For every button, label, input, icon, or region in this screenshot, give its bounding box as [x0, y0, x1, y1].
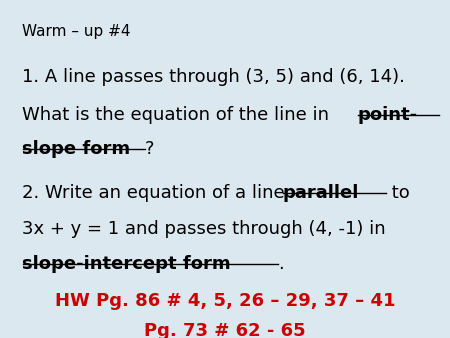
Text: HW Pg. 86 # 4, 5, 26 – 29, 37 – 41: HW Pg. 86 # 4, 5, 26 – 29, 37 – 41	[55, 292, 395, 310]
Text: parallel: parallel	[283, 184, 359, 202]
Text: 2. Write an equation of a line: 2. Write an equation of a line	[22, 184, 291, 202]
Text: Pg. 73 # 62 - 65: Pg. 73 # 62 - 65	[144, 322, 306, 338]
Text: .: .	[278, 255, 284, 273]
Text: to: to	[386, 184, 410, 202]
Text: Warm – up #4: Warm – up #4	[22, 24, 131, 39]
Text: What is the equation of the line in: What is the equation of the line in	[22, 106, 335, 124]
Text: point-: point-	[358, 106, 418, 124]
Text: 3x + y = 1 and passes through (4, -1) in: 3x + y = 1 and passes through (4, -1) in	[22, 220, 386, 238]
Text: ?: ?	[145, 140, 154, 158]
Text: slope form: slope form	[22, 140, 130, 158]
Text: slope-intercept form: slope-intercept form	[22, 255, 231, 273]
Text: 1. A line passes through (3, 5) and (6, 14).: 1. A line passes through (3, 5) and (6, …	[22, 68, 405, 86]
